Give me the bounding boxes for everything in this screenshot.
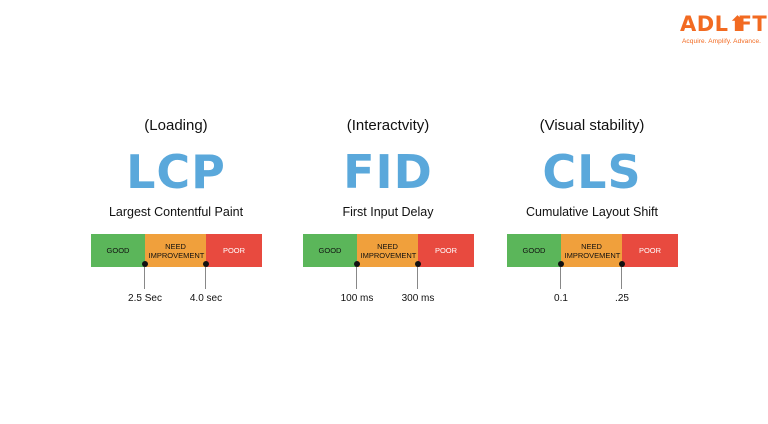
metric-lcp: (Loading) LCP Largest Contentful Paint G… [81, 112, 271, 312]
segment-poor-label: POOR [638, 246, 662, 255]
segment-poor: POOR [622, 234, 678, 267]
threshold-tick-2 [205, 263, 206, 289]
segment-need-label: NEED IMPROVEMENT [148, 241, 205, 260]
threshold-label-1: 2.5 Sec [128, 293, 162, 304]
segment-good-label: GOOD [318, 246, 342, 255]
metric-full-name: First Input Delay [342, 205, 434, 219]
threshold-label-2: 4.0 sec [189, 293, 223, 304]
arrow-up-icon: ⬆ [728, 12, 747, 36]
adlift-logo: ADL⬆FT Acquire. Amplify. Advance. [680, 12, 767, 52]
threshold-label-1: 100 ms [340, 293, 374, 304]
segment-need-label: NEED IMPROVEMENT [360, 241, 417, 260]
metric-category: (Interactvity) [346, 117, 430, 134]
segment-good: GOOD [91, 234, 145, 267]
threshold-tick-1 [144, 263, 145, 289]
logo-wordmark: ADL⬆FT [680, 12, 767, 36]
metric-category: (Visual stability) [539, 117, 645, 134]
segment-poor-label: POOR [222, 246, 246, 255]
segment-poor: POOR [206, 234, 262, 267]
threshold-marker-1 [354, 261, 360, 267]
segment-poor: POOR [418, 234, 474, 267]
threshold-marker-2 [203, 261, 209, 267]
threshold-label-2: .25 [615, 293, 629, 304]
threshold-label-1: 0.1 [554, 293, 568, 304]
threshold-marker-2 [415, 261, 421, 267]
segment-good-label: GOOD [106, 246, 130, 255]
threshold-tick-1 [560, 263, 561, 289]
threshold-marker-1 [142, 261, 148, 267]
segment-poor-label: POOR [434, 246, 458, 255]
threshold-marker-2 [619, 261, 625, 267]
threshold-marker-1 [558, 261, 564, 267]
threshold-label-2: 300 ms [401, 293, 435, 304]
metric-full-name: Cumulative Layout Shift [525, 205, 658, 219]
metric-abbreviation: FID [343, 145, 433, 199]
metric-cls: (Visual stability) CLS Cumulative Layout… [497, 112, 687, 312]
metric-abbreviation: LCP [126, 145, 226, 199]
logo-tagline: Acquire. Amplify. Advance. [682, 38, 762, 45]
segment-need-improvement: NEED IMPROVEMENT [145, 234, 206, 267]
segment-need-label: NEED IMPROVEMENT [564, 241, 621, 260]
segment-need-improvement: NEED IMPROVEMENT [357, 234, 418, 267]
threshold-bar: GOOD NEED IMPROVEMENT POOR [303, 234, 474, 267]
metric-fid: (Interactvity) FID First Input Delay GOO… [293, 112, 483, 312]
threshold-bar: GOOD NEED IMPROVEMENT POOR [91, 234, 262, 267]
threshold-tick-2 [417, 263, 418, 289]
segment-good-label: GOOD [522, 246, 546, 255]
segment-good: GOOD [507, 234, 561, 267]
threshold-bar: GOOD NEED IMPROVEMENT POOR [507, 234, 678, 267]
metric-abbreviation: CLS [542, 145, 642, 199]
metric-full-name: Largest Contentful Paint [108, 205, 244, 219]
logo-word-part1: ADL [680, 12, 729, 36]
segment-good: GOOD [303, 234, 357, 267]
threshold-tick-2 [621, 263, 622, 289]
segment-need-improvement: NEED IMPROVEMENT [561, 234, 622, 267]
metric-category: (Loading) [144, 117, 208, 134]
logo-word-part2: FT [737, 12, 768, 36]
threshold-tick-1 [356, 263, 357, 289]
